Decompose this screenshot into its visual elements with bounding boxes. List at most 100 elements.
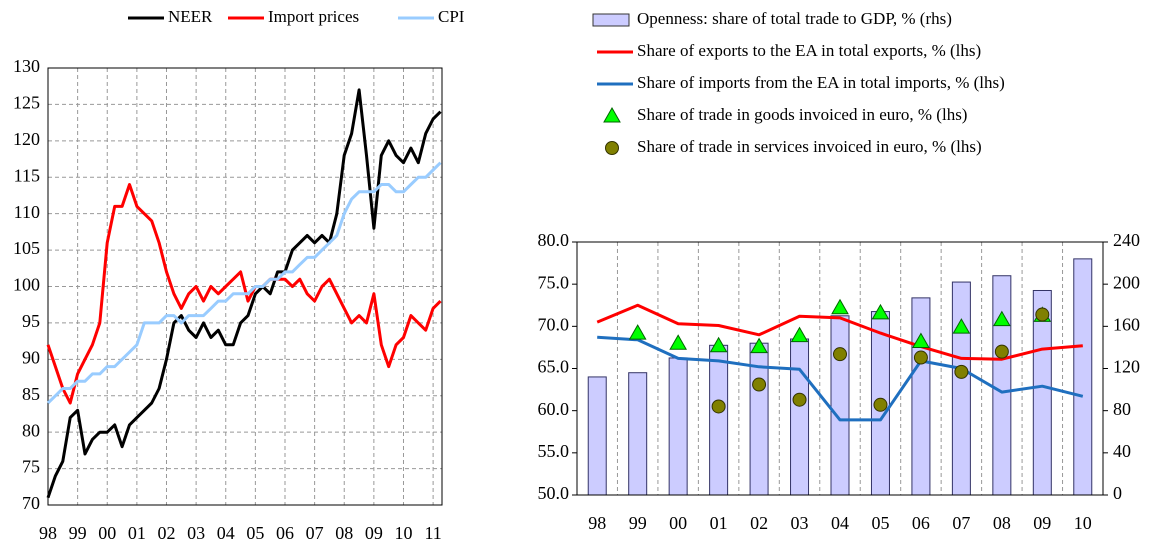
circle-marker [873, 397, 888, 412]
legend-label: Share of trade in services invoiced in e… [637, 137, 982, 156]
triangle-marker [669, 334, 688, 350]
x-tick-label: 10 [394, 523, 412, 543]
x-tick-label: 08 [993, 513, 1011, 533]
y-tick-label: 100 [13, 275, 40, 295]
y-tick-label: 70 [22, 493, 40, 513]
bar [628, 372, 648, 496]
triangle-marker [790, 326, 809, 343]
x-tick-label: 06 [276, 523, 294, 543]
bar [709, 344, 729, 496]
x-tick-label: 05 [246, 523, 264, 543]
y-tick-label: 90 [22, 347, 40, 367]
legend-label: Share of exports to the EA in total expo… [637, 41, 981, 60]
y-tick-label: 55.0 [538, 441, 570, 461]
legend-swatch [592, 13, 630, 27]
triangle-marker [912, 332, 930, 349]
y-tick-label: 95 [22, 311, 40, 331]
x-tick-label: 07 [306, 523, 324, 543]
y-tick-label: 105 [13, 238, 40, 258]
plot-frame [47, 67, 443, 506]
bar [668, 357, 688, 496]
bar [1073, 258, 1093, 496]
y2-tick-label: 160 [1113, 314, 1140, 334]
triangle-marker [871, 303, 890, 320]
triangle-marker [952, 318, 971, 334]
x-tick-label: 04 [831, 513, 849, 533]
plot-frame [576, 241, 1104, 496]
y-tick-label: 130 [13, 56, 40, 76]
bar [830, 315, 850, 496]
y-tick-label: 85 [22, 384, 40, 404]
x-tick-label: 09 [1033, 513, 1051, 533]
y-tick-label: 110 [14, 202, 40, 222]
y2-tick-label: 0 [1113, 483, 1122, 503]
triangle-marker [750, 337, 768, 354]
x-tick-label: 04 [217, 523, 235, 543]
legend-label: Openness: share of total trade to GDP, %… [637, 9, 952, 28]
x-tick-label: 10 [1074, 513, 1092, 533]
y-tick-label: 70.0 [538, 314, 570, 334]
legend-marker [603, 106, 621, 123]
y2-tick-label: 200 [1113, 272, 1140, 292]
y2-tick-label: 80 [1113, 399, 1131, 419]
legend-label: Import prices [268, 7, 359, 26]
y-tick-label: 75 [22, 457, 40, 477]
legend-label: Share of trade in goods invoiced in euro… [637, 105, 967, 124]
triangle-marker [628, 324, 647, 340]
x-tick-label: 06 [912, 513, 930, 533]
y-tick-label: 120 [13, 129, 40, 149]
circle-marker [1035, 307, 1050, 322]
legend-label: Share of imports from the EA in total im… [637, 73, 1005, 92]
legend-label: NEER [168, 7, 213, 26]
y-tick-label: 80.0 [538, 230, 570, 250]
y2-tick-label: 120 [1113, 357, 1140, 377]
line-series [46, 183, 442, 405]
circle-marker [994, 344, 1009, 359]
circle-marker [913, 350, 928, 365]
x-tick-label: 00 [669, 513, 687, 533]
x-tick-label: 01 [710, 513, 728, 533]
circle-marker [833, 347, 847, 362]
x-tick-label: 09 [365, 523, 383, 543]
bar [911, 297, 931, 496]
line-series [46, 88, 442, 499]
bar [951, 281, 971, 496]
bar [992, 275, 1012, 496]
line-series [596, 303, 1083, 361]
y-tick-label: 50.0 [538, 483, 570, 503]
x-tick-label: 02 [157, 523, 175, 543]
x-tick-label: 98 [39, 523, 57, 543]
x-tick-label: 02 [750, 513, 768, 533]
circle-marker [752, 377, 767, 392]
y2-tick-label: 240 [1113, 230, 1140, 250]
bar [790, 338, 810, 496]
line-series [597, 335, 1084, 422]
triangle-marker [709, 336, 728, 353]
triangle-marker [831, 298, 849, 315]
x-tick-label: 01 [128, 523, 146, 543]
x-tick-label: 99 [629, 513, 647, 533]
legend-label: CPI [438, 7, 465, 26]
line-series [46, 161, 442, 405]
x-tick-label: 05 [871, 513, 889, 533]
bar [587, 376, 607, 496]
x-tick-label: 11 [424, 523, 441, 543]
y-tick-label: 115 [14, 165, 40, 185]
triangle-marker [992, 310, 1011, 327]
circle-marker [954, 364, 969, 379]
x-tick-label: 99 [69, 523, 87, 543]
x-tick-label: 07 [952, 513, 970, 533]
x-tick-label: 98 [588, 513, 606, 533]
circle-marker [792, 392, 807, 407]
y2-tick-label: 40 [1113, 441, 1131, 461]
x-tick-label: 00 [98, 523, 116, 543]
circle-marker [711, 399, 726, 414]
y-tick-label: 80 [22, 420, 40, 440]
y-tick-label: 65.0 [538, 357, 570, 377]
y-tick-label: 125 [13, 93, 40, 113]
y-tick-label: 75.0 [538, 272, 570, 292]
x-tick-label: 03 [187, 523, 205, 543]
legend-marker [605, 141, 619, 155]
x-tick-label: 03 [791, 513, 809, 533]
